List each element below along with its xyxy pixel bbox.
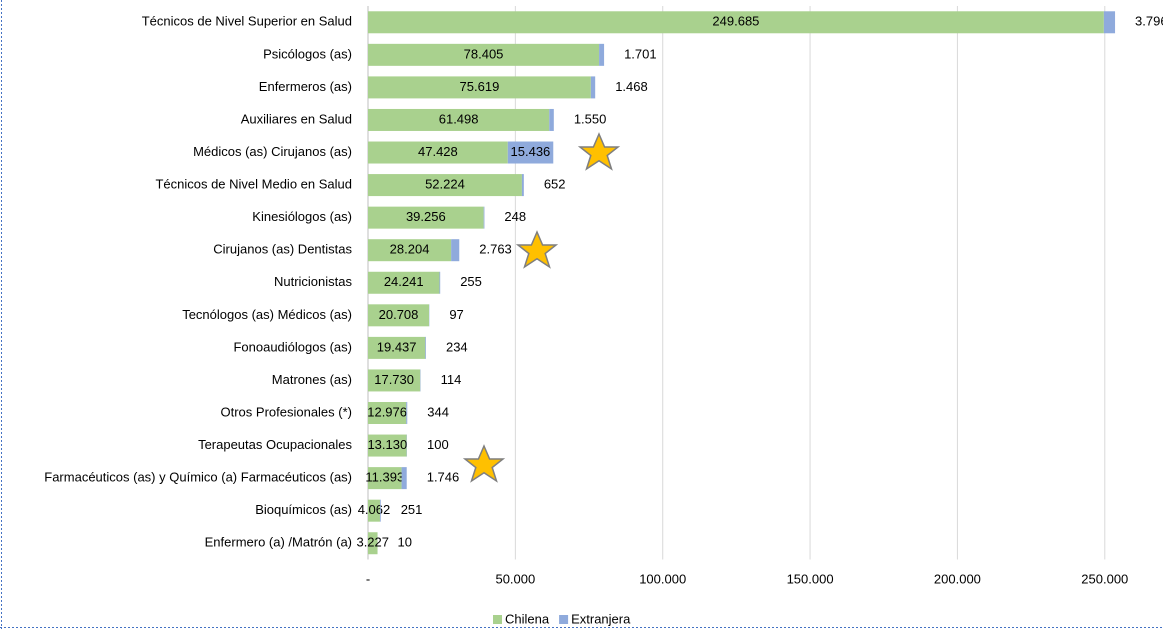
data-label: 1.468 xyxy=(615,79,648,94)
bar-segment xyxy=(368,271,440,294)
x-tick-label: 100.000 xyxy=(639,571,686,586)
bar-segment xyxy=(549,108,554,131)
y-tick-label: Auxiliares en Salud xyxy=(241,111,352,126)
data-label: 114 xyxy=(441,372,462,387)
bar-segment xyxy=(599,43,605,66)
y-tick-label: Técnicos de Nivel Medio en Salud xyxy=(155,177,352,192)
data-label: 1.701 xyxy=(624,46,657,61)
data-label: 100 xyxy=(427,437,449,452)
data-label: 255 xyxy=(460,274,482,289)
y-tick-label: Kinesiólogos (as) xyxy=(252,209,352,224)
data-label: 251 xyxy=(401,502,423,517)
bar-segment xyxy=(521,174,524,197)
bar-segment xyxy=(590,76,596,99)
data-label: 1.746 xyxy=(427,470,460,485)
y-tick-label: Enfermero (a) /Matrón (a) xyxy=(205,535,352,550)
star xyxy=(515,230,559,269)
legend-label: Chilena xyxy=(505,611,550,626)
data-label: 3.227 xyxy=(356,535,389,550)
data-label: 248 xyxy=(504,209,526,224)
y-tick-label: Farmacéuticos (as) y Químico (a) Farmacé… xyxy=(44,470,352,485)
data-label: 13.130 xyxy=(367,437,407,452)
data-label: 1.550 xyxy=(574,111,607,126)
bar-segment xyxy=(368,336,426,359)
bar-segment xyxy=(368,434,407,457)
bar-segment xyxy=(368,206,484,229)
data-label: 234 xyxy=(446,339,468,354)
x-tick-label: 50.000 xyxy=(495,571,535,586)
bar-segment xyxy=(368,532,378,555)
data-label: 249.685 xyxy=(712,14,759,29)
y-tick-label: Terapeutas Ocupacionales xyxy=(198,437,352,452)
data-label: 28.204 xyxy=(390,242,430,257)
data-label: 10 xyxy=(398,535,412,550)
x-tick-label: 150.000 xyxy=(787,571,834,586)
data-label: 78.405 xyxy=(464,46,504,61)
y-tick-label: Fonoaudiólogos (as) xyxy=(233,339,352,354)
data-label: 97 xyxy=(449,307,463,322)
y-tick-label: Médicos (as) Cirujanos (as) xyxy=(193,144,352,159)
data-label: 61.498 xyxy=(439,111,479,126)
bar-segment xyxy=(451,239,460,262)
data-label: 15.436 xyxy=(511,144,551,159)
data-label: 75.619 xyxy=(460,79,500,94)
bar-segment xyxy=(368,499,380,522)
annotations xyxy=(462,132,621,483)
bar-segment xyxy=(368,304,430,327)
bar-segment xyxy=(406,402,408,424)
bar-segment xyxy=(401,467,407,490)
data-label: 24.241 xyxy=(384,274,424,289)
star xyxy=(462,444,506,483)
bar-segment xyxy=(368,369,421,392)
bar-segment xyxy=(368,174,522,197)
y-tick-label: Técnicos de Nivel Superior en Salud xyxy=(142,14,352,29)
data-label: 17.730 xyxy=(374,372,414,387)
y-tick-label: Nutricionistas xyxy=(274,274,353,289)
bar-segment xyxy=(425,336,426,359)
data-label: 344 xyxy=(427,404,449,419)
data-label: 52.224 xyxy=(425,177,465,192)
legend-label: Extranjera xyxy=(571,611,631,626)
star xyxy=(577,132,621,171)
x-tick-label: 250.000 xyxy=(1081,571,1128,586)
legend-swatch xyxy=(559,615,569,624)
data-label: 19.437 xyxy=(377,339,417,354)
bar-segment xyxy=(483,206,485,229)
legend-swatch xyxy=(493,615,502,624)
x-tick-label: 200.000 xyxy=(934,571,981,586)
data-label: 3.796 xyxy=(1135,14,1163,29)
y-tick-label: Otros Profesionales (*) xyxy=(221,404,353,419)
bar-segment xyxy=(368,108,550,131)
y-tick-label: Matrones (as) xyxy=(272,372,352,387)
data-label: 39.256 xyxy=(406,209,446,224)
bar-segment xyxy=(368,76,591,99)
data-label: 11.393 xyxy=(365,470,404,485)
bar-segment xyxy=(507,141,554,164)
bar-segment xyxy=(368,402,407,424)
y-tick-label: Bioquímicos (as) xyxy=(255,502,352,517)
bar-segment xyxy=(368,141,508,164)
y-tick-label: Enfermeros (as) xyxy=(259,79,352,94)
bar-segment xyxy=(1103,11,1116,34)
y-tick-label: Tecnólogos (as) Médicos (as) xyxy=(182,307,352,322)
bar-segment xyxy=(368,239,452,262)
y-tick-label: Psicólogos (as) xyxy=(263,46,352,61)
data-label: 2.763 xyxy=(479,242,512,257)
bar-segment xyxy=(439,271,441,294)
bar-segment xyxy=(368,467,402,490)
data-label: 12.976 xyxy=(367,404,407,419)
data-label: 47.428 xyxy=(418,144,458,159)
bar-segment xyxy=(368,11,1104,34)
x-tick-label: - xyxy=(366,571,370,586)
data-label: 652 xyxy=(544,177,566,192)
y-tick-label: Cirujanos (as) Dentistas xyxy=(213,242,352,257)
bar-segment xyxy=(379,499,381,522)
data-label: 4.062 xyxy=(358,502,391,517)
data-label: 20.708 xyxy=(379,307,419,322)
bar-segment xyxy=(368,43,600,66)
